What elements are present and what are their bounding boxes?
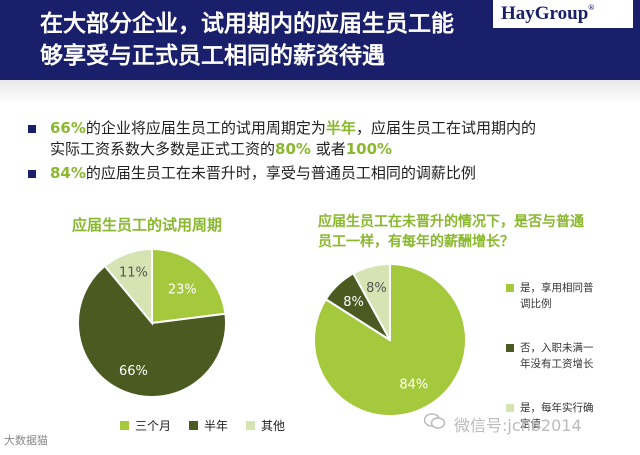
watermark-left: 大数据猫: [4, 434, 48, 447]
chart-2-legend-item-1: 是，享用相同普 调比例: [506, 280, 594, 312]
chart-1-legend: 三个月 半年 其他: [120, 417, 285, 434]
bullet-square-icon: [28, 125, 36, 133]
header-shadow: [0, 80, 640, 104]
bullet-highlight: 84%: [50, 164, 86, 182]
legend-label-half-year: 半年: [204, 419, 229, 433]
pie-1-label-other: 11%: [119, 265, 148, 280]
page-title: 在大部分企业，试用期内的应届生员工能 够享受与正式员工相同的薪资待遇: [40, 8, 460, 72]
bullet-text: 或者: [310, 140, 346, 158]
legend-label-other: 其他: [261, 419, 286, 433]
legend-label-line: 年没有工资增长: [520, 358, 594, 370]
bullet-highlight: 80%: [275, 140, 311, 158]
legend-label-line: 是，每年实行确: [520, 402, 594, 414]
legend-swatch-three-months: [120, 421, 129, 430]
legend-label-line: 否，入职未满一: [520, 342, 594, 354]
bullet-text: 的应届生员工在未晋升时，享受与普通员工相同的调薪比例: [85, 164, 476, 182]
bullet-list: 66%的企业将应届生员工的试用周期定为半年，应届生员工在试用期内的 实际工资系数…: [28, 118, 628, 187]
legend-label-line: 调比例: [520, 298, 552, 310]
bullet-highlight: 66%: [50, 119, 86, 137]
bullet-highlight: 半年: [325, 119, 356, 137]
chart-2-legend-item-3: 是，每年实行确 定值: [506, 400, 594, 432]
header-band: 在大部分企业，试用期内的应届生员工能 够享受与正式员工相同的薪资待遇 HayGr…: [0, 0, 640, 80]
legend-swatch-half-year: [189, 421, 199, 430]
pie-2-label-same-raise: 84%: [399, 377, 428, 392]
legend-label-three-months: 三个月: [135, 419, 172, 433]
legend-label-line: 定值: [520, 418, 541, 430]
bullet-item-2: 84%的应届生员工在未晋升时，享受与普通员工相同的调薪比例: [28, 163, 628, 184]
logo-name: HayGroup: [501, 3, 589, 24]
pie-1-label-three-months: 23%: [168, 283, 197, 298]
logo-text: HayGroup®: [501, 3, 594, 25]
watermark-right: 微信号:jcnb2014: [454, 416, 582, 435]
bullet-text: ，应届生员工在试用期内的: [355, 119, 536, 137]
chart-2-title: 应届生员工在未晋升的情况下，是否与普通 员工一样，有每年的薪酬增长？: [318, 212, 628, 252]
pie-2-label-no-raise: 8%: [343, 295, 364, 310]
pie-2-slice-fixed-raise: [352, 262, 391, 341]
bullet-text: 的企业将应届生员工的试用周期定为: [85, 119, 326, 137]
pie-1-slice-half-year: [77, 264, 227, 398]
pie-2-label-fixed-raise: 8%: [366, 281, 387, 296]
pie-1-label-half-year: 66%: [119, 364, 148, 379]
bullet-text: 实际工资系数大多数是正式工资的: [50, 140, 276, 158]
chart-2-title-line-1: 应届生员工在未晋升的情况下，是否与普通: [318, 214, 584, 230]
wechat-icon: [424, 413, 446, 429]
chart-1-title: 应届生员工的试用周期: [72, 216, 223, 234]
bullet-item-1: 66%的企业将应届生员工的试用周期定为半年，应届生员工在试用期内的 实际工资系数…: [28, 118, 628, 160]
chart-2-title-line-2: 员工一样，有每年的薪酬增长？: [318, 234, 514, 250]
title-line-2: 够享受与正式员工相同的薪资待遇: [40, 43, 385, 69]
legend-swatch-no-raise: [506, 344, 514, 352]
pie-2-slice-same-raise: [313, 262, 467, 417]
pie-1-slice-other: [103, 247, 153, 326]
legend-label-line: 是，享用相同普: [520, 282, 594, 294]
legend-swatch-fixed-raise: [506, 404, 514, 412]
legend-swatch-other: [246, 421, 256, 430]
pie-1-slice-three-months: [151, 247, 227, 325]
bullet-square-icon: [28, 170, 36, 178]
bullet-highlight: 100%: [345, 140, 393, 158]
logo: HayGroup®: [493, 0, 633, 28]
legend-swatch-same-raise: [506, 284, 514, 292]
logo-registered-mark: ®: [588, 3, 595, 12]
chart-2-legend-item-2: 否，入职未满一 年没有工资增长: [506, 340, 594, 372]
title-line-1: 在大部分企业，试用期内的应届生员工能: [40, 11, 454, 37]
